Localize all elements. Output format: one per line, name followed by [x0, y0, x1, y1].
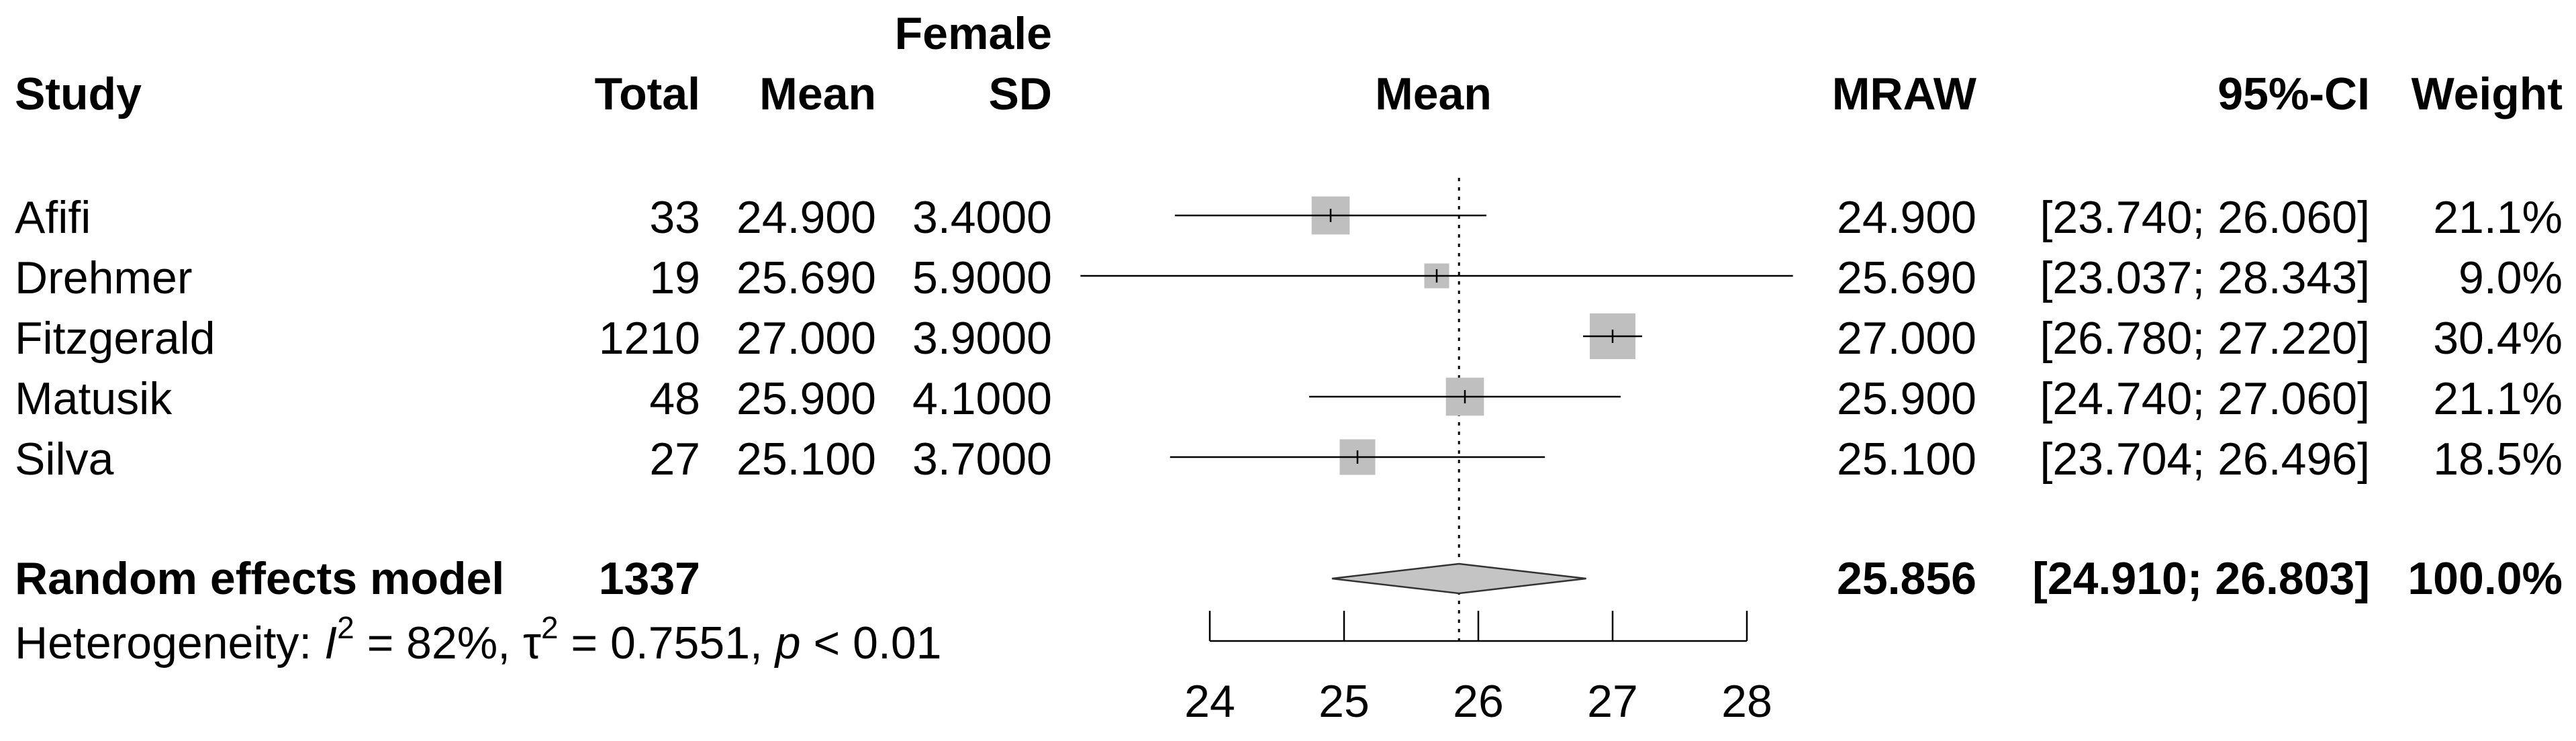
- x-axis-tick-label: 27: [1587, 676, 1638, 727]
- study-ci: [23.740; 26.060]: [2040, 192, 2370, 243]
- study-weight: 9.0%: [2459, 252, 2563, 303]
- study-name: Silva: [15, 434, 114, 485]
- tau-squared-value: = 0.7551,: [559, 618, 775, 669]
- group-label: Female: [895, 8, 1052, 59]
- study-ci: [26.780; 27.220]: [2040, 313, 2370, 364]
- study-row: Matusik 48 25.900 4.1000 25.900 [24.740;…: [15, 373, 2563, 424]
- study-sd: 3.4000: [912, 192, 1052, 243]
- study-mraw: 25.900: [1837, 373, 1976, 424]
- study-mean: 25.100: [736, 434, 876, 485]
- pooled-total: 1337: [599, 553, 700, 604]
- pooled-mraw: 25.856: [1837, 553, 1976, 604]
- header-study: Study: [15, 68, 142, 119]
- study-total: 19: [649, 252, 700, 303]
- x-axis-tick-label: 24: [1184, 676, 1235, 727]
- study-mraw: 24.900: [1837, 192, 1976, 243]
- study-total: 33: [649, 192, 700, 243]
- x-axis-tick-label: 26: [1453, 676, 1504, 727]
- header-mraw: MRAW: [1832, 68, 1977, 119]
- tau-squared-symbol: τ: [523, 618, 541, 669]
- p-value: < 0.01: [801, 618, 942, 669]
- i-squared-value: = 82%,: [354, 618, 523, 669]
- study-name: Fitzgerald: [15, 313, 216, 364]
- study-total: 1210: [599, 313, 700, 364]
- header-total: Total: [595, 68, 700, 119]
- study-total: 48: [649, 373, 700, 424]
- pooled-weight: 100.0%: [2407, 553, 2563, 604]
- study-sd: 3.7000: [912, 434, 1052, 485]
- study-weight: 21.1%: [2433, 373, 2563, 424]
- x-axis-tick-label: 25: [1319, 676, 1370, 727]
- i-squared-symbol: I: [324, 618, 337, 669]
- i-squared-exponent: 2: [337, 610, 354, 645]
- study-ci: [23.037; 28.343]: [2040, 252, 2370, 303]
- header-weight: Weight: [2412, 68, 2563, 119]
- study-weight: 18.5%: [2433, 434, 2563, 485]
- study-total: 27: [649, 434, 700, 485]
- study-name: Afifi: [15, 192, 91, 243]
- study-rows: Afifi 33 24.900 3.4000 24.900 [23.740; 2…: [15, 192, 2563, 485]
- study-mraw: 25.690: [1837, 252, 1976, 303]
- study-mraw: 27.000: [1837, 313, 1976, 364]
- header-sd: SD: [989, 68, 1052, 119]
- study-ci: [23.704; 26.496]: [2040, 434, 2370, 485]
- pooled-ci: [24.910; 26.803]: [2032, 553, 2370, 604]
- study-name: Drehmer: [15, 252, 193, 303]
- study-mean: 27.000: [736, 313, 876, 364]
- study-sd: 3.9000: [912, 313, 1052, 364]
- pooled-label: Random effects model: [15, 553, 504, 604]
- study-mean: 24.900: [736, 192, 876, 243]
- plot-area: 24 25 26 27 28: [1080, 178, 1793, 727]
- p-value-symbol: p: [774, 618, 801, 669]
- study-mean: 25.690: [736, 252, 876, 303]
- header-plot-mean: Mean: [1375, 68, 1492, 119]
- study-row: Drehmer 19 25.690 5.9000 25.690 [23.037;…: [15, 252, 2563, 303]
- header-ci: 95%-CI: [2217, 68, 2370, 119]
- x-axis-tick-label: 28: [1721, 676, 1772, 727]
- study-weight: 30.4%: [2433, 313, 2563, 364]
- pooled-row: Random effects model 1337 25.856 [24.910…: [15, 553, 2563, 604]
- study-row: Fitzgerald 1210 27.000 3.9000 27.000 [26…: [15, 313, 2563, 364]
- study-mean: 25.900: [736, 373, 876, 424]
- study-mraw: 25.100: [1837, 434, 1976, 485]
- study-ci: [24.740; 27.060]: [2040, 373, 2370, 424]
- study-name: Matusik: [15, 373, 173, 424]
- study-sd: 4.1000: [912, 373, 1052, 424]
- study-row: Silva 27 25.100 3.7000 25.100 [23.704; 2…: [15, 434, 2563, 485]
- pooled-estimate-diamond: [1331, 562, 1586, 595]
- header-mean: Mean: [759, 68, 876, 119]
- heterogeneity-line: Heterogeneity: I2 = 82%, τ2 = 0.7551, p …: [15, 610, 941, 669]
- study-row: Afifi 33 24.900 3.4000 24.900 [23.740; 2…: [15, 192, 2563, 243]
- tau-squared-exponent: 2: [541, 610, 559, 645]
- study-weight: 21.1%: [2433, 192, 2563, 243]
- heterogeneity-prefix: Heterogeneity:: [15, 618, 324, 669]
- study-sd: 5.9000: [912, 252, 1052, 303]
